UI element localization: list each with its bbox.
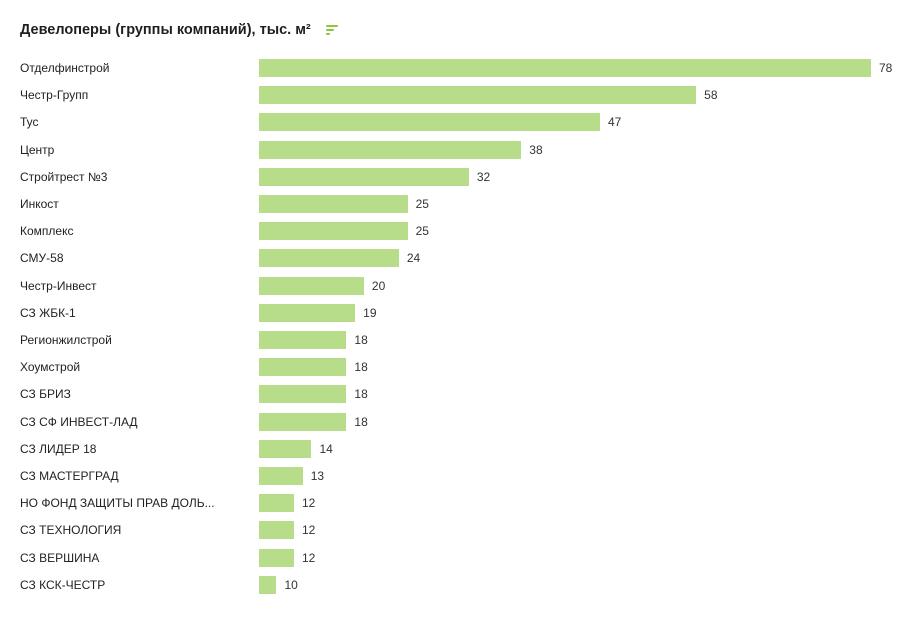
value-label: 18 xyxy=(354,360,368,374)
bar-row: Честр-Инвест 20 xyxy=(0,277,899,295)
category-label: Инкост xyxy=(20,197,59,211)
value-label: 18 xyxy=(354,333,368,347)
value-label: 38 xyxy=(529,143,543,157)
category-label: СЗ ВЕРШИНА xyxy=(20,551,100,565)
bar-row: СЗ МАСТЕРГРАД 13 xyxy=(0,467,899,485)
value-label: 12 xyxy=(301,551,316,565)
value-label: 18 xyxy=(354,415,368,429)
bar-row: Стройтрест №3 32 xyxy=(0,168,899,186)
value-label: 24 xyxy=(406,251,421,265)
bar-row: СЗ ТЕХНОЛОГИЯ 12 xyxy=(0,521,899,539)
chart-header: Девелоперы (группы компаний), тыс. м² xyxy=(20,19,341,41)
bar-row: Инкост 25 xyxy=(0,195,899,213)
category-label: Хоумстрой xyxy=(20,360,81,374)
bar-row: НО ФОНД ЗАЩИТЫ ПРАВ ДОЛЬ... 12 xyxy=(0,494,899,512)
bar[interactable] xyxy=(259,168,469,186)
bar[interactable] xyxy=(259,440,312,458)
value-label: 78 xyxy=(879,61,893,75)
bar[interactable] xyxy=(259,222,408,240)
bar[interactable] xyxy=(259,249,399,267)
bar-row: СЗ СФ ИНВЕСТ-ЛАД 18 xyxy=(0,413,899,431)
value-label: 14 xyxy=(319,442,333,456)
bar[interactable] xyxy=(259,521,294,539)
category-label: Честр-Инвест xyxy=(20,279,97,293)
category-label: СЗ БРИЗ xyxy=(20,387,71,401)
category-label: Центр xyxy=(20,143,55,157)
value-label: 32 xyxy=(476,170,491,184)
value-label: 25 xyxy=(415,197,429,211)
bar[interactable] xyxy=(259,113,600,131)
sort-bars-icon[interactable] xyxy=(323,21,341,39)
bar[interactable] xyxy=(259,385,347,403)
value-label: 20 xyxy=(371,279,386,293)
bar-row: Хоумстрой 18 xyxy=(0,358,899,376)
value-label: 58 xyxy=(704,88,718,102)
category-label: СЗ ЖБК-1 xyxy=(20,306,76,320)
category-label: Стройтрест №3 xyxy=(20,170,108,184)
bar-row: Комплекс 25 xyxy=(0,222,899,240)
bar[interactable] xyxy=(259,576,277,594)
value-label: 25 xyxy=(415,224,429,238)
value-label: 19 xyxy=(363,306,377,320)
bar-row: Отделфинстрой 78 xyxy=(0,59,899,77)
bar[interactable] xyxy=(259,195,408,213)
bar[interactable] xyxy=(259,86,697,104)
bar-row: Центр 38 xyxy=(0,141,899,159)
category-label: НО ФОНД ЗАЩИТЫ ПРАВ ДОЛЬ... xyxy=(20,496,215,510)
value-label: 12 xyxy=(301,523,316,537)
category-label: СМУ-58 xyxy=(20,251,64,265)
bar-row: СЗ ЖБК-1 19 xyxy=(0,304,899,322)
bar-row: Регионжилстрой 18 xyxy=(0,331,899,349)
bar[interactable] xyxy=(259,494,294,512)
category-label: СЗ ЛИДЕР 18 xyxy=(20,442,97,456)
sort-bars-icon-graphic xyxy=(325,25,338,35)
bar-row: Честр-Групп 58 xyxy=(0,86,899,104)
category-label: Отделфинстрой xyxy=(20,61,110,75)
category-label: Регионжилстрой xyxy=(20,333,112,347)
bar[interactable] xyxy=(259,358,347,376)
bar-row: СЗ КСК-ЧЕСТР 10 xyxy=(0,576,899,594)
value-label: 12 xyxy=(301,496,316,510)
category-label: СЗ ТЕХНОЛОГИЯ xyxy=(20,523,122,537)
bar-row: СЗ ВЕРШИНА 12 xyxy=(0,549,899,567)
bar-row: Тус 47 xyxy=(0,113,899,131)
bar[interactable] xyxy=(259,413,347,431)
bar[interactable] xyxy=(259,304,356,322)
bar[interactable] xyxy=(259,141,522,159)
bar-row: СЗ БРИЗ 18 xyxy=(0,385,899,403)
value-label: 13 xyxy=(310,469,325,483)
bar-row: СМУ-58 24 xyxy=(0,249,899,267)
category-label: СЗ КСК-ЧЕСТР xyxy=(20,578,106,592)
chart-title: Девелоперы (группы компаний), тыс. м² xyxy=(20,22,311,38)
bar[interactable] xyxy=(259,467,303,485)
category-label: Честр-Групп xyxy=(20,88,89,102)
category-label: СЗ МАСТЕРГРАД xyxy=(20,469,119,483)
value-label: 10 xyxy=(284,578,298,592)
value-label: 47 xyxy=(607,115,622,129)
bar[interactable] xyxy=(259,549,294,567)
bar[interactable] xyxy=(259,331,347,349)
category-label: Тус xyxy=(20,115,39,129)
bar[interactable] xyxy=(259,59,871,77)
bar-row: СЗ ЛИДЕР 18 14 xyxy=(0,440,899,458)
category-label: Комплекс xyxy=(20,224,74,238)
category-label: СЗ СФ ИНВЕСТ-ЛАД xyxy=(20,415,138,429)
value-label: 18 xyxy=(354,387,368,401)
bar[interactable] xyxy=(259,277,364,295)
